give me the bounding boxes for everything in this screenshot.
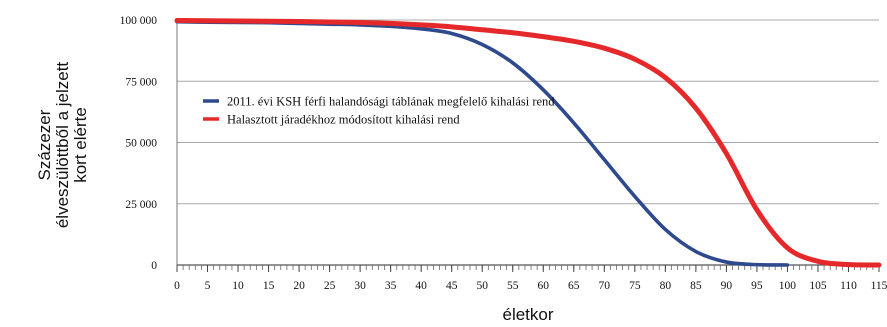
y-tick-label: 25 000 — [125, 199, 157, 211]
x-tick-label: 20 — [293, 280, 305, 292]
x-tick-label: 95 — [751, 280, 763, 292]
x-tick-label: 40 — [415, 280, 427, 292]
x-tick-label: 60 — [538, 280, 550, 292]
x-tick-label: 115 — [871, 280, 887, 292]
x-tick-label: 30 — [354, 280, 366, 292]
x-tick-label: 75 — [629, 280, 641, 292]
legend-label-2: Halasztott járadékhoz módosított kihalás… — [227, 113, 460, 127]
x-tick-label: 65 — [568, 280, 580, 292]
x-tick-label: 70 — [599, 280, 611, 292]
x-tick-label: 105 — [809, 280, 827, 292]
y-tick-label: 100 000 — [120, 15, 158, 27]
legend: 2011. évi KSH férfi halandósági táblának… — [203, 95, 555, 127]
x-tick-label: 80 — [660, 280, 672, 292]
y-axis-title: Százezerélveszülöttből a jelzettkort elé… — [35, 62, 90, 229]
y-tick-label: 50 000 — [125, 138, 157, 150]
x-tick-label: 35 — [385, 280, 397, 292]
y-tick-label: 75 000 — [125, 76, 157, 88]
x-tick-label: 5 — [205, 280, 211, 292]
legend-label-1: 2011. évi KSH férfi halandósági táblának… — [227, 95, 555, 109]
x-tick-label: 50 — [476, 280, 488, 292]
x-tick-label: 55 — [507, 280, 519, 292]
series-line-2 — [174, 17, 882, 268]
x-tick-label: 0 — [174, 280, 180, 292]
x-tick-label: 100 — [779, 280, 797, 292]
axis-titles: Százezerélveszülöttből a jelzettkort elé… — [35, 62, 554, 324]
x-tick-label: 110 — [840, 280, 857, 292]
y-axis-title-line: élveszülöttből a jelzett — [53, 62, 72, 229]
y-axis-title-line: Százezer — [35, 109, 54, 180]
x-tick-label: 25 — [324, 280, 336, 292]
x-tick-label: 45 — [446, 280, 458, 292]
y-tick-label: 0 — [151, 260, 157, 272]
x-tick-label: 85 — [690, 280, 702, 292]
x-tick-label: 90 — [721, 280, 733, 292]
series — [174, 17, 882, 268]
x-tick-label: 10 — [232, 280, 244, 292]
series-line-1 — [175, 19, 790, 267]
x-axis-title: életkor — [502, 305, 553, 324]
x-tick-label: 15 — [263, 280, 275, 292]
y-axis-title-line: kort elérte — [71, 107, 90, 183]
